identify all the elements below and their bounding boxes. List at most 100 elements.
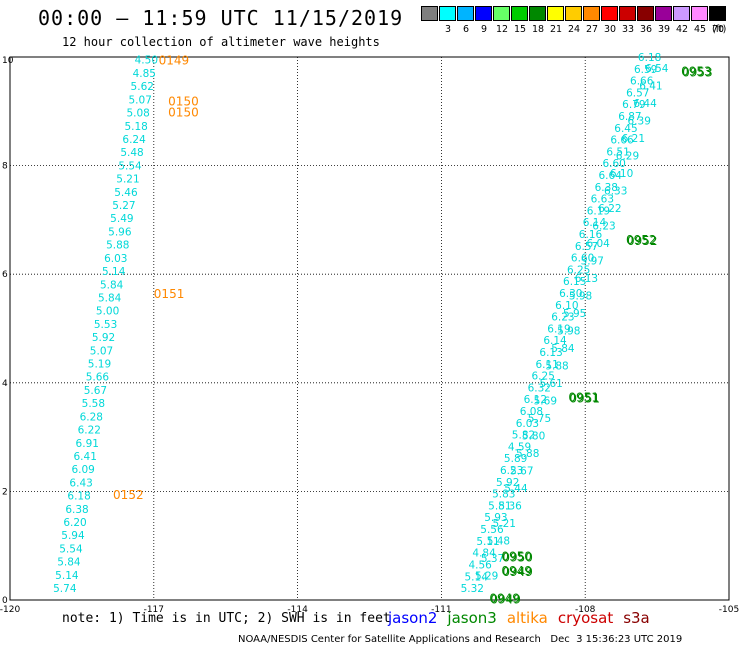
swh-point-jason2: 5.19: [88, 359, 111, 371]
swh-point-jason2: 5.94: [61, 530, 85, 542]
swh-point-jason3: 6.14: [583, 217, 607, 229]
swh-point-jason2: 5.49: [110, 213, 133, 225]
swh-point-jason3: 5.88: [516, 448, 539, 460]
swh-point-jason3: 6.60: [571, 253, 594, 265]
swh-point-jason2: 5.62: [131, 81, 154, 93]
time-label-jason3: 0949: [489, 591, 520, 605]
swh-point-jason3: 5.83: [492, 489, 515, 501]
time-label-jason3-shadow: 0949: [490, 592, 521, 606]
swh-point-jason3: 6.14: [543, 335, 567, 347]
swh-point-jason3: 6.25: [532, 371, 555, 383]
swh-point-jason3: 6.13: [575, 273, 598, 285]
swh-point-jason2: 5.92: [92, 332, 115, 344]
swh-point-jason3: 5.36: [498, 501, 522, 513]
colorbar-swatch: [565, 6, 582, 21]
swh-point-jason2: 5.18: [124, 121, 147, 133]
time-label-jason3: 0951: [568, 390, 599, 404]
colorbar-swatch: [637, 6, 654, 21]
swh-point-jason3: 6.51: [606, 146, 629, 158]
colorbar-swatch: [475, 6, 492, 21]
time-label-jason3: 0952: [626, 233, 657, 247]
swh-point-jason2: 6.38: [65, 504, 88, 516]
time-label-altika: 0152: [113, 488, 144, 502]
swh-point-jason2: 6.20: [63, 517, 86, 529]
credit-line: NOAA/NESDIS Center for Satellite Applica…: [238, 634, 683, 645]
swh-point-jason2: 5.00: [96, 306, 119, 318]
colorbar-swatch: [439, 6, 456, 21]
swh-point-jason2: 6.91: [76, 438, 99, 450]
swh-point-jason3: 6.10: [610, 168, 633, 180]
y-tick-label: 10: [2, 56, 14, 66]
chart-title: 00:00 – 11:59 UTC 11/15/2019: [38, 6, 404, 30]
legend-cryosat: cryosat: [557, 609, 614, 627]
swh-point-jason2: 5.53: [94, 319, 117, 331]
swh-point-jason2: 5.67: [84, 385, 107, 397]
swh-point-jason3: 6.87: [618, 111, 641, 123]
time-label-altika: 0149: [159, 54, 190, 68]
colorbar-label: 70: [711, 24, 725, 35]
colorbar-swatch: [583, 6, 600, 21]
x-tick-label: -114: [287, 605, 308, 615]
swh-point-jason3: 5.84: [551, 343, 575, 355]
swh-point-jason2: 5.48: [120, 147, 143, 159]
swh-point-jason2: 5.88: [106, 240, 129, 252]
swh-point-jason3: 6.57: [626, 87, 649, 99]
colorbar-label: 42: [675, 24, 689, 35]
y-tick-label: 0: [2, 596, 8, 606]
colorbar-swatch: [709, 6, 726, 21]
colorbar-swatch: [457, 6, 474, 21]
swh-point-jason3: 5.11: [476, 536, 499, 548]
colorbar-label: 45: [693, 24, 707, 35]
swh-point-jason3: 6.59: [634, 64, 657, 76]
colorbar-swatch: [619, 6, 636, 21]
swh-point-jason3: 5.98: [569, 290, 592, 302]
colorbar-label: 9: [480, 24, 488, 35]
swh-point-jason2: 5.74: [53, 583, 77, 595]
swh-point-jason2: 6.24: [122, 134, 146, 146]
satellite-legend: jason2 jason3 altika cryosat s3a: [388, 609, 660, 627]
swh-point-jason3: 5.97: [581, 255, 604, 267]
swh-point-jason3: 6.19: [587, 205, 610, 217]
colorbar-label: 21: [549, 24, 563, 35]
swh-point-jason3: 5.80: [522, 431, 545, 443]
swh-point-jason3: 5.92: [496, 477, 519, 489]
x-tick-label: -111: [431, 605, 451, 615]
swh-point-jason3: 6.19: [547, 323, 570, 335]
swh-point-jason2: 5.21: [116, 174, 139, 186]
swh-point-jason3: 6.39: [628, 115, 651, 127]
swh-point-jason3: 6.25: [567, 264, 590, 276]
y-tick-label: 6: [2, 270, 8, 280]
colorbar-swatch: [493, 6, 510, 21]
time-label-jason3-shadow: 0950: [502, 550, 533, 564]
colorbar-label: 30: [603, 24, 617, 35]
swh-point-jason3: 6.04: [586, 238, 610, 250]
swh-point-jason2: 6.03: [104, 253, 127, 265]
swh-point-jason2: 5.54: [59, 543, 83, 555]
axes: -120 -117 -114 -111 -108 -105 0 2 4 6 8 10: [0, 56, 739, 615]
swh-point-jason3: 6.30: [559, 288, 582, 300]
swh-point-jason2: 5.84: [57, 557, 81, 569]
x-tick-label: -117: [144, 605, 164, 615]
swh-point-jason2: 5.58: [82, 398, 105, 410]
swh-point-jason3: 6.41: [639, 80, 662, 92]
swh-point-jason3: 4.84: [472, 548, 496, 560]
swh-point-jason3: 6.16: [579, 229, 603, 241]
swh-point-jason2: 6.43: [69, 477, 92, 489]
swh-point-jason3: 6.23: [500, 465, 523, 477]
y-tick-label: 8: [2, 162, 8, 172]
colorbar-swatch: [529, 6, 546, 21]
swh-point-jason2: 5.14: [102, 266, 126, 278]
swh-point-jason2: 6.28: [80, 411, 103, 423]
swh-point-jason3: 6.45: [614, 123, 637, 135]
swh-point-jason2: 4.85: [133, 68, 156, 80]
swh-point-jason2: 5.84: [98, 292, 122, 304]
swh-point-jason3: 5.56: [480, 524, 504, 536]
swh-point-jason3: 5.44: [504, 483, 528, 495]
colorbar-swatch: [673, 6, 690, 21]
swh-point-jason2: 6.18: [67, 491, 90, 503]
x-tick-label: -105: [719, 605, 739, 615]
colorbar-label: 18: [531, 24, 545, 35]
swh-point-jason3: 6.13: [539, 347, 562, 359]
swh-point-jason3: 5.67: [510, 466, 533, 478]
swh-point-jason3: 6.57: [575, 241, 598, 253]
